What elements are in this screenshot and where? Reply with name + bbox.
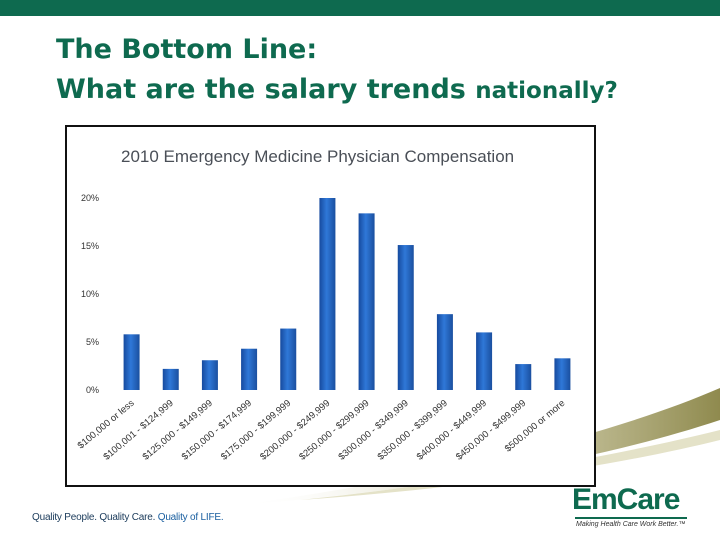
x-tick-label: $300,000 - $349,999 [336, 398, 410, 463]
x-tick-label: $250,000 - $299,999 [297, 398, 371, 463]
bar [554, 358, 571, 390]
y-tick-label: 10% [81, 289, 99, 299]
x-tick-label: $400,000 - $449,999 [415, 398, 489, 463]
y-tick-label: 20% [81, 193, 99, 203]
title-line-2-end: nationally? [475, 78, 618, 104]
bar [162, 368, 179, 390]
bar [358, 213, 375, 390]
slide-title: The Bottom Line: What are the salary tre… [56, 30, 618, 111]
x-tick-label: $175,000 - $199,999 [219, 398, 293, 463]
bar [123, 334, 140, 390]
chart-frame: 2010 Emergency Medicine Physician Compen… [65, 125, 596, 487]
x-tick-label: $100,001 - $124,999 [101, 398, 175, 463]
footer-tagline-part2: Quality of LIFE. [157, 512, 224, 523]
footer-tagline-part1: Quality People. Quality Care. [32, 512, 158, 523]
title-line-1: The Bottom Line: [56, 34, 318, 65]
logo-wordmark: EmCare [572, 483, 680, 516]
bar-chart: 2010 Emergency Medicine Physician Compen… [76, 147, 571, 463]
bar [201, 360, 218, 390]
bar [515, 364, 532, 390]
chart-title: 2010 Emergency Medicine Physician Compen… [121, 147, 514, 166]
y-tick-label: 15% [81, 241, 99, 251]
x-tick-label: $450,000 - $499,999 [454, 398, 528, 463]
x-tick-label: $350,000 - $399,999 [376, 398, 450, 463]
bars [123, 198, 571, 390]
footer-tagline: Quality People. Quality Care. Quality of… [32, 512, 224, 523]
x-tick-label: $200,000 - $249,999 [258, 398, 332, 463]
bar [436, 314, 453, 390]
x-axis: $100,000 or less$100,001 - $124,999$125,… [76, 398, 568, 463]
y-axis: 0% 5% 10% 15% 20% [81, 193, 99, 395]
y-tick-label: 0% [86, 385, 99, 395]
y-tick-label: 5% [86, 337, 99, 347]
x-tick-label: $125,000 - $149,999 [141, 398, 215, 463]
title-line-2: What are the salary trends [56, 74, 476, 105]
logo-underline [575, 517, 687, 519]
x-tick-label: $150,000 - $174,999 [180, 398, 254, 463]
logo-tagline: Making Health Care Work Better.™ [576, 521, 686, 528]
bar [397, 245, 414, 390]
bar [241, 348, 258, 390]
emcare-logo: EmCare Making Health Care Work Better.™ [572, 484, 692, 528]
bar [319, 198, 336, 390]
top-accent-bar [0, 0, 720, 16]
bar [280, 328, 297, 390]
bar [476, 332, 493, 390]
